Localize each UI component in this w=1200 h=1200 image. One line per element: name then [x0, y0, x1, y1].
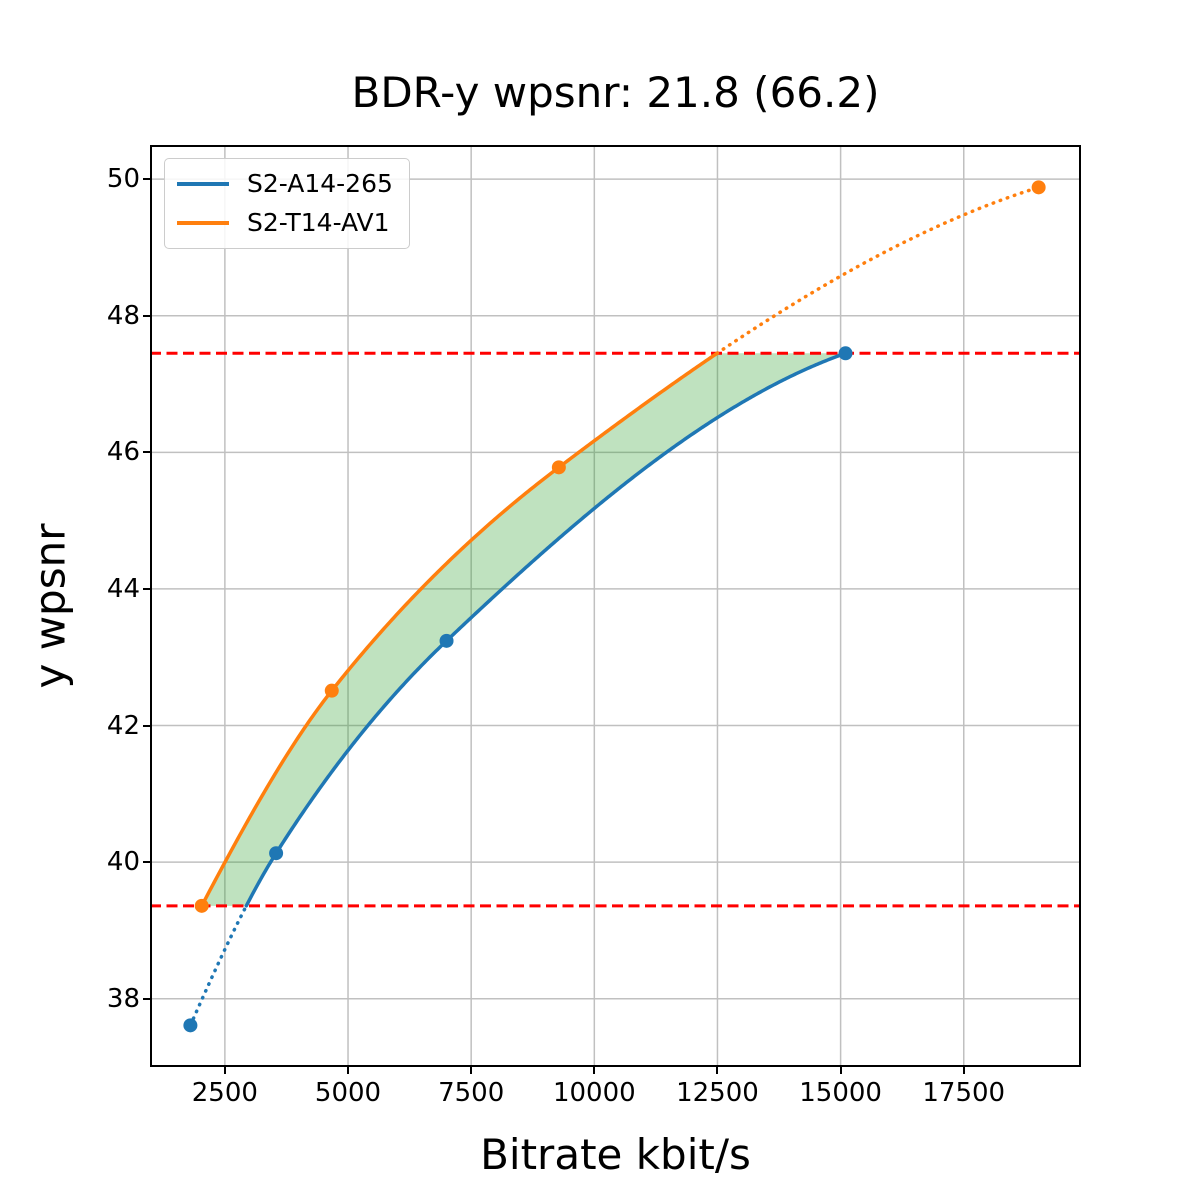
- plot-canvas: [150, 145, 1081, 1067]
- plot-area: [150, 145, 1081, 1067]
- data-point-marker: [439, 633, 454, 648]
- series-dotted-extension: [188, 904, 249, 1028]
- axes-frame: [150, 145, 1081, 1067]
- y-tick-mark: [143, 724, 150, 727]
- legend-label: S2-T14-AV1: [247, 208, 390, 237]
- y-tick-mark: [143, 178, 150, 181]
- y-tick-label: 40: [106, 847, 140, 878]
- data-point-marker: [838, 346, 853, 361]
- x-tick-label: 15000: [799, 1078, 882, 1108]
- y-tick-mark: [143, 861, 150, 864]
- x-tick-mark: [593, 1067, 596, 1074]
- bd-shaded-region: [201, 353, 846, 906]
- x-tick-mark: [962, 1067, 965, 1074]
- legend-line-sample: [177, 182, 229, 186]
- x-tick-label: 2500: [191, 1078, 258, 1108]
- data-point-marker: [324, 683, 339, 698]
- x-tick-label: 5000: [314, 1078, 382, 1108]
- legend-line-sample: [177, 221, 229, 225]
- legend-entry: S2-T14-AV1: [177, 208, 393, 238]
- y-tick-label: 46: [106, 437, 140, 468]
- data-point-marker: [194, 898, 209, 913]
- y-tick-label: 42: [106, 710, 140, 741]
- y-tick-label: 50: [106, 164, 140, 195]
- x-axis-label: Bitrate kbit/s: [480, 1130, 751, 1179]
- data-point-marker: [1031, 180, 1046, 195]
- legend-entry: S2-A14-265: [177, 169, 393, 199]
- x-tick-mark: [223, 1067, 226, 1074]
- legend-label: S2-A14-265: [247, 169, 393, 198]
- y-tick-mark: [143, 587, 150, 590]
- x-tick-mark: [470, 1067, 473, 1074]
- legend: S2-A14-265 S2-T14-AV1: [164, 158, 410, 249]
- chart-title: BDR-y wpsnr: 21.8 (66.2): [351, 68, 880, 117]
- y-tick-mark: [143, 997, 150, 1000]
- y-tick-mark: [143, 314, 150, 317]
- series-curve: [199, 351, 719, 908]
- x-tick-label: 7500: [438, 1078, 505, 1108]
- x-tick-label: 10000: [552, 1078, 636, 1108]
- y-tick-label: 38: [106, 983, 140, 1014]
- y-axis-label: y wpsnr: [25, 523, 75, 689]
- y-tick-mark: [143, 451, 150, 454]
- y-tick-label: 48: [106, 300, 140, 331]
- x-tick-label: 12500: [676, 1078, 759, 1108]
- x-tick-mark: [839, 1067, 842, 1074]
- data-point-marker: [183, 1018, 198, 1033]
- data-point-marker: [269, 846, 284, 861]
- series-dotted-extension: [715, 185, 1041, 356]
- x-tick-label: 17500: [922, 1078, 1006, 1108]
- data-point-marker: [551, 460, 566, 475]
- x-tick-mark: [716, 1067, 719, 1074]
- series-curve: [244, 351, 848, 908]
- x-tick-mark: [347, 1067, 350, 1074]
